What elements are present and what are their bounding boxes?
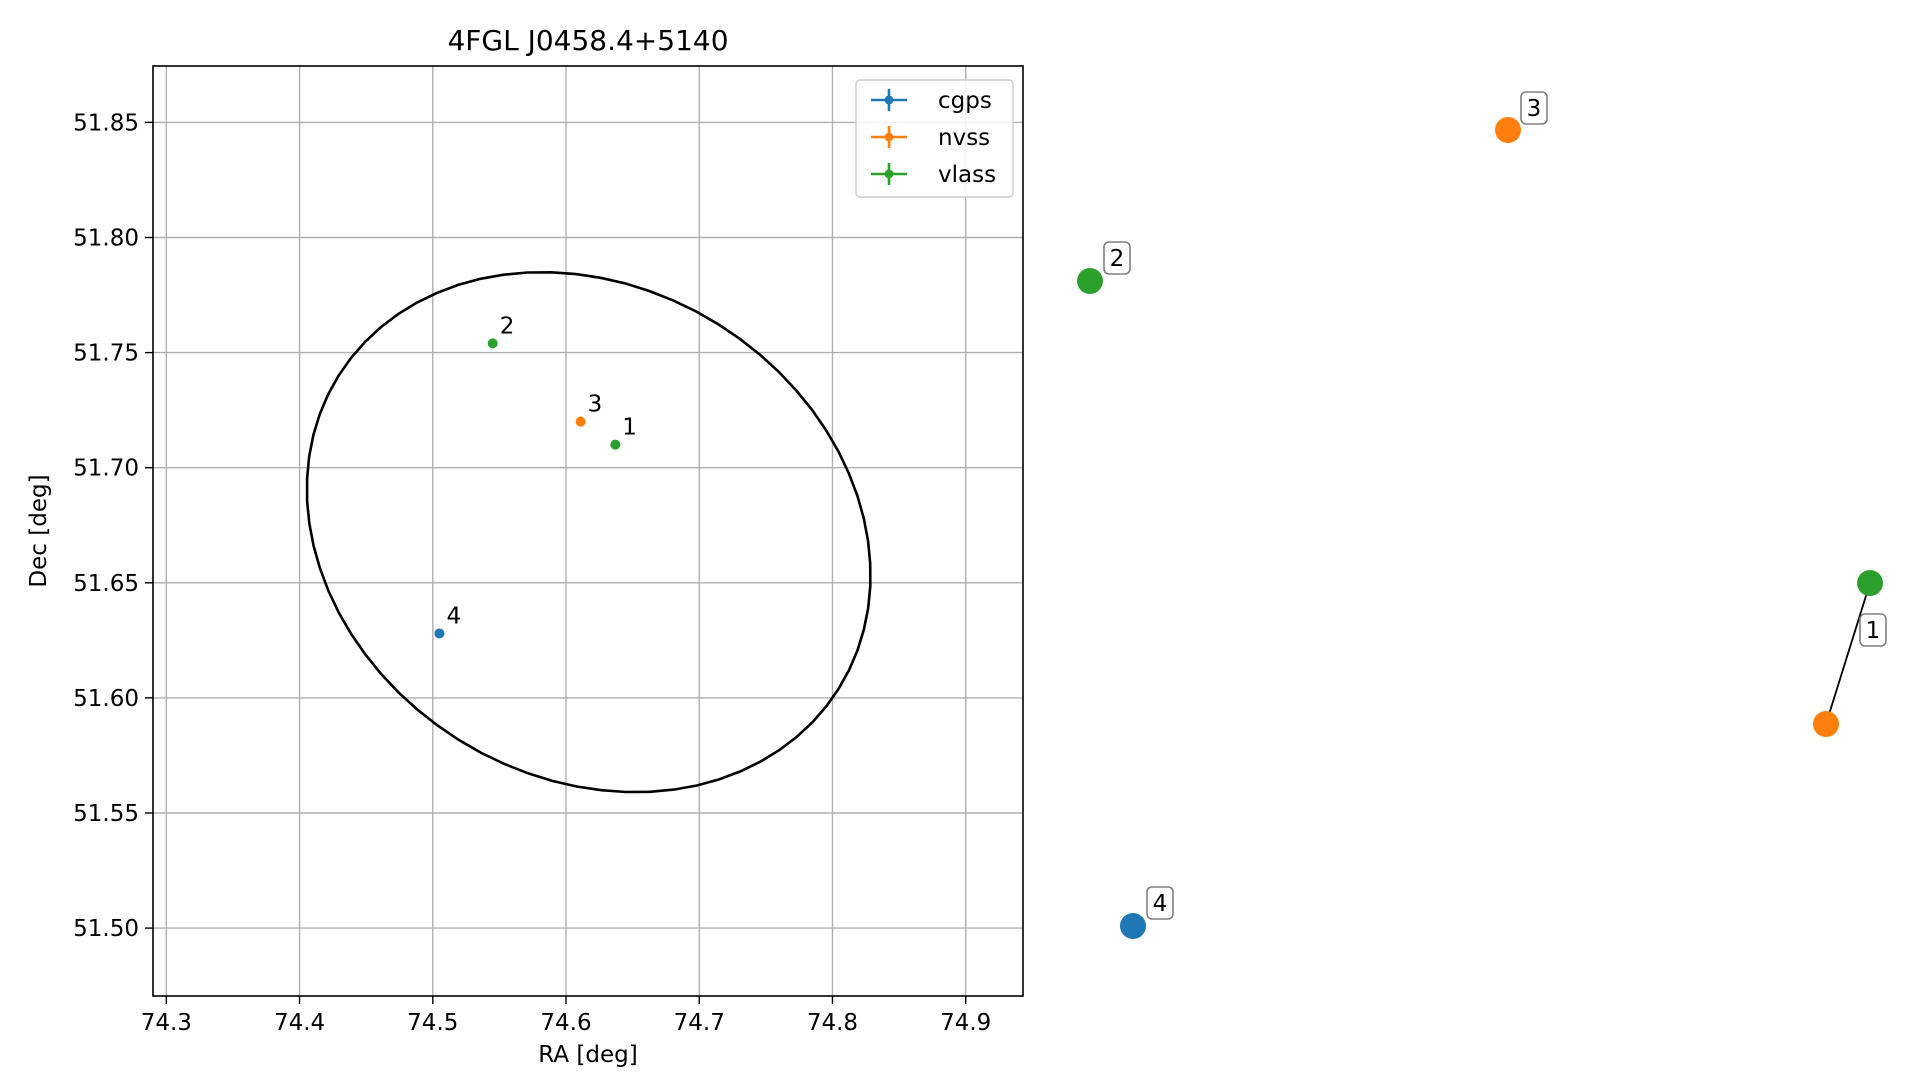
error-ellipse-path	[305, 270, 872, 794]
legend-marker-dot	[884, 132, 894, 142]
point-label: 1	[622, 415, 637, 441]
y-tick-label: 51.65	[73, 571, 139, 597]
side-label: 1	[1866, 618, 1881, 644]
y-tick-label: 51.55	[73, 801, 139, 827]
vlass-point	[610, 439, 621, 450]
legend-marker-dot	[884, 169, 894, 179]
y-tick-label: 51.80	[73, 225, 139, 251]
side-label: 2	[1110, 246, 1125, 272]
legend-label: nvss	[938, 125, 990, 151]
side-label: 4	[1153, 891, 1168, 917]
y-tick-label: 51.60	[73, 686, 139, 712]
x-tick-label: 74.8	[807, 1010, 858, 1036]
x-tick-label: 74.5	[407, 1010, 458, 1036]
side-label-box	[1520, 91, 1548, 125]
x-tick-label: 74.7	[674, 1010, 725, 1036]
plot-frame	[152, 65, 1024, 997]
y-tick-label: 51.70	[73, 456, 139, 482]
x-tick-label: 74.6	[540, 1010, 591, 1036]
side-label: 3	[1527, 96, 1542, 122]
side-marker	[1077, 268, 1103, 294]
cgps-point	[434, 628, 445, 639]
x-axis-label: RA [deg]	[538, 1042, 637, 1068]
y-tick-label: 51.85	[73, 110, 139, 136]
y-axis-label: Dec [deg]	[26, 474, 52, 587]
legend-marker-dot	[884, 95, 894, 105]
grid	[153, 66, 1023, 996]
x-tick-label: 74.3	[141, 1010, 192, 1036]
legend-box	[855, 79, 1014, 198]
leader-line	[1825, 582, 1871, 725]
x-tick-label: 74.9	[940, 1010, 991, 1036]
side-label-box	[1103, 241, 1131, 275]
axis-ticks: 74.3 74.4 74.5 74.6 74.7 74.8 74.9 51.50 51.55 51…	[73, 110, 991, 1036]
point-label: 3	[588, 392, 603, 418]
side-marker	[1495, 117, 1521, 143]
side-label-box	[1859, 613, 1887, 647]
y-tick-label: 51.75	[73, 341, 139, 367]
side-marker	[1857, 570, 1883, 596]
legend-label: vlass	[938, 162, 996, 188]
side-label-box	[1146, 886, 1174, 920]
point-label: 4	[446, 603, 461, 629]
side-marker	[1120, 913, 1146, 939]
error-ellipse	[305, 270, 872, 794]
legend-label: cgps	[938, 88, 992, 114]
data-points: 4 3 2 1	[434, 313, 637, 639]
y-tick-label: 51.50	[73, 916, 139, 942]
nvss-point	[575, 416, 586, 427]
label-layout-panel: 3 2 1 4	[1077, 91, 1887, 939]
legend: cgps nvss vlass	[855, 79, 1014, 198]
side-marker	[1813, 711, 1839, 737]
vlass-point	[487, 338, 498, 349]
x-tick-label: 74.4	[274, 1010, 325, 1036]
chart-title: 4FGL J0458.4+5140	[447, 24, 728, 57]
point-label: 2	[500, 313, 515, 339]
